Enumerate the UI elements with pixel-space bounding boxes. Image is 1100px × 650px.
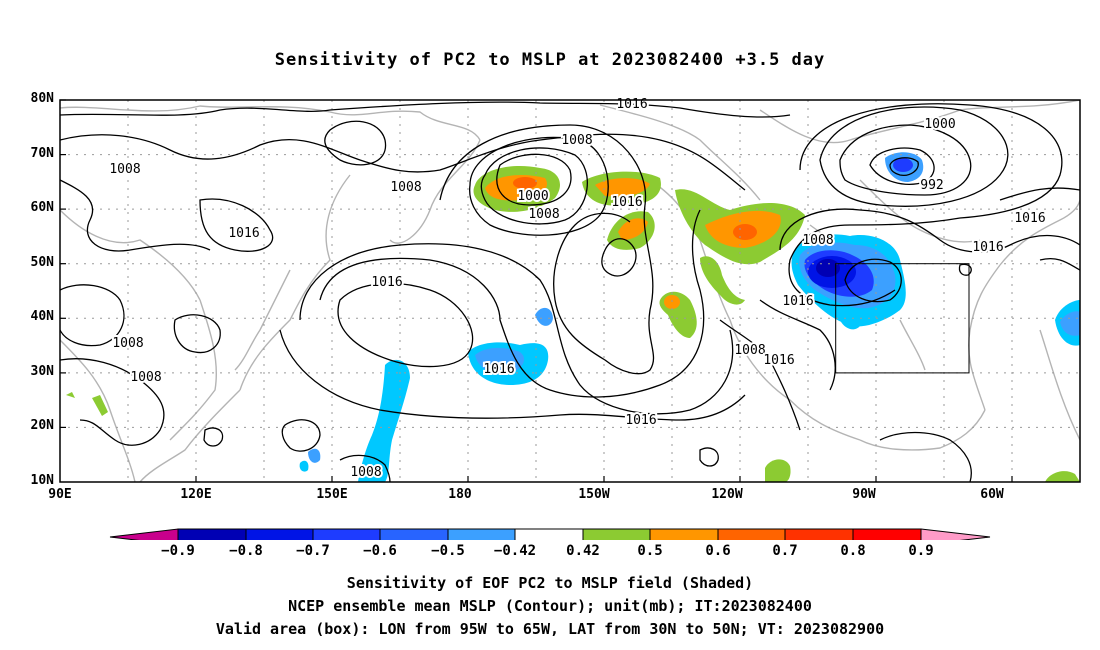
- colorbar-label: −0.42: [493, 543, 537, 559]
- colorbar-cell: [514, 528, 584, 540]
- contour-label: 1008: [390, 180, 421, 195]
- lat-label-60n: 60N: [30, 200, 54, 215]
- lat-label-80n: 80N: [30, 91, 54, 106]
- colorbar-label: 0.7: [772, 543, 798, 559]
- colorbar-cell: [312, 528, 381, 540]
- lat-label-30n: 30N: [30, 364, 54, 379]
- colorbar-label: −0.8: [229, 543, 263, 559]
- contour-label: 1008: [734, 343, 765, 358]
- contour-label: 1008: [112, 336, 143, 351]
- plot-title: Sensitivity of PC2 to MSLP at 2023082400…: [274, 50, 826, 70]
- colorbar-label: 0.5: [637, 543, 663, 559]
- valid-area-box: [835, 263, 970, 374]
- lat-label-20n: 20N: [30, 418, 54, 433]
- colorbar-label: 0.6: [705, 543, 731, 559]
- colorbar-label: −0.5: [431, 543, 465, 559]
- contour-label: 1008: [350, 465, 381, 480]
- contour-label: 1008: [109, 162, 140, 177]
- colorbar-cell: [379, 528, 449, 540]
- colorbar-cell: [649, 528, 719, 540]
- contour-label: 1016: [972, 240, 1003, 255]
- colorbar-cell: [920, 528, 991, 540]
- contour-label: 1016: [1014, 211, 1045, 226]
- contour-label: 1016: [483, 362, 514, 377]
- contour-label: 1016: [782, 294, 813, 309]
- coastlines: [60, 100, 1080, 482]
- colorbar-label: −0.9: [161, 543, 195, 559]
- lon-label-90e: 90E: [48, 487, 72, 502]
- colorbar-label: 0.9: [908, 543, 934, 559]
- lon-label-120w: 120W: [711, 487, 743, 502]
- caption-line-3: Valid area (box): LON from 95W to 65W, L…: [215, 620, 885, 638]
- contour-label: 992: [920, 178, 943, 193]
- axis-ticks: [60, 99, 1013, 482]
- lon-label-90w: 90W: [852, 487, 876, 502]
- lat-label-10n: 10N: [30, 473, 54, 488]
- lat-label-40n: 40N: [30, 309, 54, 324]
- colorbar-label: 0.8: [840, 543, 866, 559]
- colorbar-cell: [852, 528, 922, 540]
- lon-label-180: 180: [448, 487, 472, 502]
- map-frame: [59, 99, 1081, 483]
- contour-label: 1016: [611, 195, 642, 210]
- colorbar-label: −0.6: [363, 543, 397, 559]
- colorbar: [109, 528, 991, 540]
- mslp-contours: [60, 101, 1080, 482]
- contour-label: 1008: [561, 133, 592, 148]
- colorbar-cell: [717, 528, 786, 540]
- colorbar-cell: [784, 528, 854, 540]
- lat-label-70n: 70N: [30, 146, 54, 161]
- caption-line-1: Sensitivity of EOF PC2 to MSLP field (Sh…: [346, 574, 754, 592]
- colorbar-cell: [447, 528, 516, 540]
- colorbar-cell: [245, 528, 314, 540]
- contour-label: 1008: [130, 370, 161, 385]
- caption-line-2: NCEP ensemble mean MSLP (Contour); unit(…: [288, 597, 812, 615]
- lon-label-120e: 120E: [180, 487, 212, 502]
- colorbar-label: −0.7: [296, 543, 330, 559]
- colorbar-cell: [109, 528, 179, 540]
- contour-label: 1016: [228, 226, 259, 241]
- colorbar-cell: [582, 528, 651, 540]
- contour-label: 1016: [625, 413, 656, 428]
- contour-label: 1008: [528, 207, 559, 222]
- lat-label-50n: 50N: [30, 255, 54, 270]
- grid-lines: [60, 100, 1080, 482]
- contour-label: 1016: [371, 275, 402, 290]
- colorbar-cell: [177, 528, 247, 540]
- contour-label: 1000: [517, 189, 548, 204]
- lon-label-150e: 150E: [316, 487, 348, 502]
- contour-label: 1008: [802, 233, 833, 248]
- sensitivity-shading: [66, 152, 1080, 482]
- contour-label: 1000: [924, 117, 955, 132]
- colorbar-label: 0.42: [566, 543, 600, 559]
- contour-label: 1016: [763, 353, 794, 368]
- lon-label-150w: 150W: [578, 487, 610, 502]
- map-plot: 1016 1008 1000 1008 1016 1000 992 1016 1…: [59, 95, 1081, 540]
- lon-label-60w: 60W: [980, 487, 1004, 502]
